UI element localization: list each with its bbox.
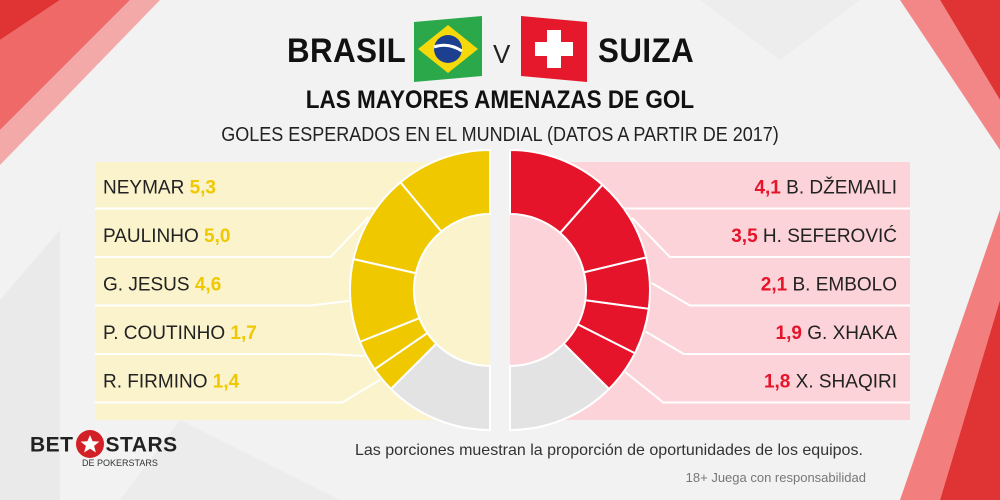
brasil-player-value: 5,0 — [204, 226, 230, 247]
suiza-remainder-slice — [509, 342, 611, 432]
match-header: BRASIL V SUIZA — [0, 10, 1000, 82]
brasil-player-value: 1,7 — [230, 323, 256, 344]
logo-text-right: STARS — [105, 433, 178, 457]
brasil-player-value: 1,4 — [213, 371, 240, 392]
star-icon — [75, 430, 104, 458]
suiza-player-value: 4,1 — [754, 177, 786, 198]
versus-label: V — [493, 39, 511, 69]
chart-subtitle: GOLES ESPERADOS EN EL MUNDIAL (DATOS A P… — [221, 124, 779, 146]
suiza-connector-2 — [651, 282, 910, 307]
brasil-connector-1 — [95, 216, 370, 258]
suiza-player-value: 1,8 — [764, 371, 796, 392]
brasil-player-value: 5,3 — [190, 177, 216, 198]
brasil-connector-2 — [95, 299, 349, 307]
brasil-connector-4 — [95, 378, 381, 404]
brazil-flag-icon — [414, 16, 482, 82]
suiza-player-label: 2,1 B. EMBOLO — [761, 274, 897, 295]
team-left-name: BRASIL — [287, 32, 407, 70]
suiza-connector-3 — [645, 330, 910, 355]
suiza-player-value: 3,5 — [731, 226, 763, 247]
brasil-player-label: PAULINHO 5,0 — [103, 226, 230, 247]
brasil-connector-3 — [95, 353, 365, 357]
suiza-player-label: 3,5 H. SEFEROVIĆ — [731, 225, 897, 247]
chart-title: LAS MAYORES AMENAZAS DE GOL — [305, 86, 695, 114]
brasil-player-value: 4,6 — [195, 274, 221, 295]
suiza-connector-4 — [624, 371, 910, 404]
responsible-gaming-disclaimer: 18+ Juega con responsabilidad — [685, 470, 866, 485]
brasil-player-label: R. FIRMINO 1,4 — [103, 371, 240, 392]
brasil-player-label: NEYMAR 5,3 — [103, 177, 216, 198]
logo-text-left: BET — [30, 433, 74, 457]
suiza-player-label: 1,8 X. SHAQIRI — [764, 371, 897, 392]
switzerland-flag-icon — [521, 16, 587, 82]
brasil-player-label: P. COUTINHO 1,7 — [103, 323, 257, 344]
brasil-player-label: G. JESUS 4,6 — [103, 274, 221, 295]
logo-subtitle: DE POKERSTARS — [82, 458, 158, 468]
chart-footnote: Las porciones muestran la proporción de … — [355, 442, 863, 459]
suiza-connector-1 — [631, 217, 910, 258]
suiza-player-label: 1,9 G. XHAKA — [776, 323, 898, 344]
betstars-logo: BET STARS DE POKERSTARS — [30, 430, 178, 468]
brasil-remainder-slice — [389, 342, 491, 432]
suiza-player-label: 4,1 B. DŽEMAILI — [754, 176, 897, 198]
suiza-player-value: 1,9 — [776, 323, 808, 344]
suiza-player-value: 2,1 — [761, 274, 793, 295]
team-right-name: SUIZA — [598, 32, 695, 70]
